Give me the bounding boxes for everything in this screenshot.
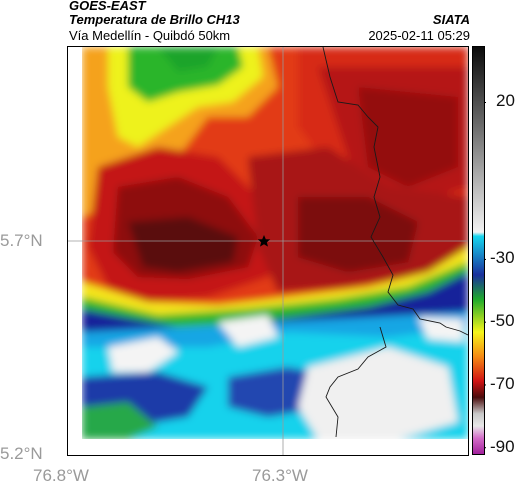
lat-tick-label: 5.2°N: [0, 444, 43, 463]
datetime-label: 2025-02-11 05:29: [368, 28, 470, 43]
colorbar-tick-label: 20: [496, 91, 515, 111]
satellite-name: GOES-EAST: [69, 0, 146, 13]
satellite-map[interactable]: [67, 46, 469, 456]
lat-tick-label: 5.7°N: [0, 231, 43, 250]
colorbar-tick-label: -70: [490, 373, 515, 393]
product-title: Temperatura de Brillo CH13: [69, 12, 240, 27]
organization-label: SIATA: [432, 12, 470, 27]
colorbar-tick-label: -90: [490, 436, 515, 456]
colorbar-tick-label: -30: [490, 248, 515, 268]
lon-tick-label: 76.3°W: [252, 466, 308, 485]
star-icon: [257, 235, 271, 247]
department-border-south: [325, 326, 387, 438]
colorbar: [472, 46, 486, 455]
route-subtitle: Vía Medellín - Quibdó 50km: [69, 28, 231, 43]
colorbar-tick-label: -50: [490, 311, 515, 331]
lon-tick-label: 76.8°W: [33, 466, 89, 485]
department-border: [322, 47, 468, 336]
brightness-temperature-field: [68, 47, 468, 455]
